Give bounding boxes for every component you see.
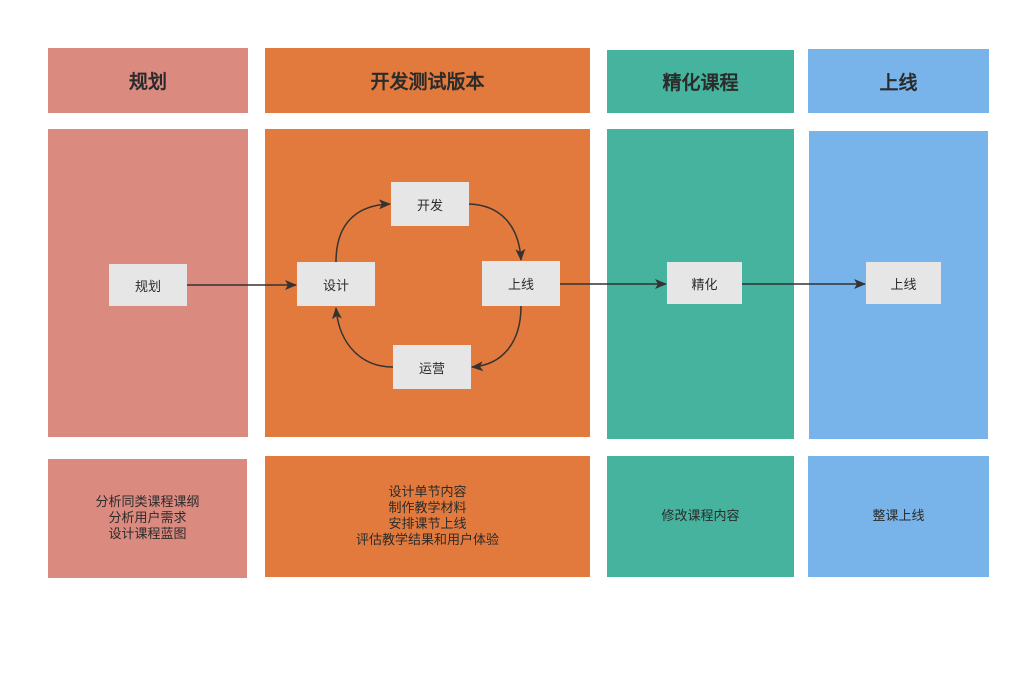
arrow-launch-to-operate: [471, 305, 522, 372]
node-design: 设计: [297, 262, 375, 306]
desc-line: 分析用户需求: [108, 510, 187, 526]
column-desc-develop: 设计单节内容 制作教学材料 安排课节上线 评估教学结果和用户体验: [265, 456, 590, 577]
node-launch-test: 上线: [482, 261, 560, 306]
node-refine: 精化: [667, 262, 742, 304]
node-operate: 运营: [393, 345, 471, 389]
arrow-design-to-develop: [335, 199, 391, 263]
column-header-develop: 开发测试版本: [265, 48, 590, 113]
desc-line: 安排课节上线: [388, 516, 467, 532]
column-desc-plan: 分析同类课程课纲 分析用户需求 设计课程蓝图: [48, 459, 247, 578]
node-develop: 开发: [391, 182, 469, 226]
column-desc-launch: 整课上线: [808, 456, 989, 577]
desc-line: 评估教学结果和用户体验: [355, 532, 499, 548]
column-header-launch: 上线: [808, 49, 989, 113]
arrow-operate-to-design: [331, 307, 394, 368]
column-header-refine: 精化课程: [607, 50, 794, 113]
desc-line: 设计课程蓝图: [108, 526, 187, 542]
desc-line: 设计单节内容: [388, 484, 467, 500]
arrow-develop-to-launch: [468, 203, 526, 261]
desc-line: 整课上线: [872, 508, 925, 524]
desc-line: 分析同类课程课纲: [95, 494, 200, 510]
column-desc-refine: 修改课程内容: [607, 456, 794, 577]
desc-line: 修改课程内容: [661, 508, 740, 524]
node-launch-final: 上线: [866, 262, 941, 304]
node-plan: 规划: [109, 264, 187, 306]
column-header-plan: 规划: [48, 48, 248, 113]
desc-line: 制作教学材料: [388, 500, 467, 516]
